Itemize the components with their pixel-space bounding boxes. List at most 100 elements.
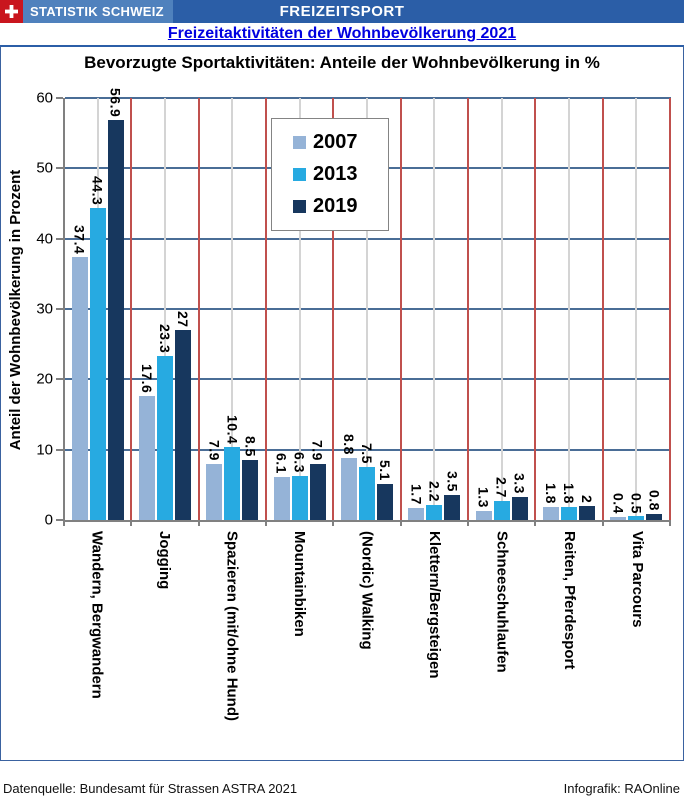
bar-2013: 23.3 xyxy=(156,324,173,520)
category-label: Reiten, Pferdesport xyxy=(561,531,579,670)
bar-group: 0.4 0.5 0.8 xyxy=(604,98,669,520)
category-label: Wandern, Bergwandern xyxy=(88,531,106,699)
bar-value-label: 3.3 xyxy=(511,472,528,494)
x-axis-tick xyxy=(601,520,604,526)
logo-label: STATISTIK SCHWEIZ xyxy=(23,0,173,23)
category-label-cell: Vita Parcours xyxy=(604,522,672,760)
bar-2013: 6.3 xyxy=(291,452,308,520)
category-label: Schneeschuhlaufen xyxy=(493,531,511,673)
bar-2013: 1.8 xyxy=(560,483,577,520)
y-axis-title: Anteil der Wohnbevölkerung in Prozent xyxy=(7,169,24,451)
bar-value-label: 27 xyxy=(174,310,191,328)
x-axis-tick xyxy=(130,520,133,526)
minor-gridline xyxy=(567,98,570,520)
bar-group: 17.6 23.3 27 xyxy=(132,98,197,520)
legend-item-2013: 2013 xyxy=(293,164,388,185)
bar-2007: 6.1 xyxy=(273,453,290,520)
y-gridline xyxy=(65,378,671,381)
bar-value-label: 0.8 xyxy=(646,490,663,512)
bar-2019: 7.9 xyxy=(309,440,326,520)
bar-value-label: 17.6 xyxy=(138,363,155,394)
bar-2013: 44.3 xyxy=(89,176,106,520)
bar-value-label: 1.8 xyxy=(542,483,559,505)
bar-value-label: 6.1 xyxy=(273,453,290,475)
category-cell: 1.3 2.7 3.3 xyxy=(469,98,537,526)
legend-label: 2007 xyxy=(313,131,358,153)
y-tick-label: 20 xyxy=(36,370,53,388)
bar-2007: 8.8 xyxy=(340,434,357,520)
bar-2019: 56.9 xyxy=(107,88,124,520)
subtitle-link[interactable]: Freizeitaktivitäten der Wohnbevölkerung … xyxy=(167,25,517,42)
bar-value-label: 5.1 xyxy=(376,460,393,482)
minor-gridline xyxy=(500,98,503,520)
category-label: Vita Parcours xyxy=(628,531,646,628)
category-label-cell: (Nordic) Walking xyxy=(333,522,401,760)
legend-item-2007: 2007 xyxy=(293,132,388,153)
infographic-credit: Infografik: RAOnline xyxy=(563,781,680,796)
y-gridline xyxy=(65,237,671,240)
bar-group: 1.3 2.7 3.3 xyxy=(469,98,534,520)
category-label: Klettern/Bergsteigen xyxy=(426,531,444,679)
bar-value-label: 2 xyxy=(578,494,595,503)
x-axis-tick xyxy=(63,520,65,526)
bar-2019: 2 xyxy=(578,495,595,520)
bar-value-label: 1.7 xyxy=(408,484,425,506)
subtitle-row: Freizeitaktivitäten der Wohnbevölkerung … xyxy=(0,23,684,45)
category-label-cell: Wandern, Bergwandern xyxy=(63,522,131,760)
bar-value-label: 44.3 xyxy=(89,176,106,206)
bar-value-label: 10.4 xyxy=(224,414,241,444)
bar-2019: 0.8 xyxy=(646,490,663,520)
category-cell: 37.4 44.3 56.9 xyxy=(65,88,133,526)
bar-value-label: 1.3 xyxy=(475,486,492,508)
bar-2019: 8.5 xyxy=(242,436,259,520)
category-cell: 1.8 1.8 2 xyxy=(536,98,604,526)
bar-group: 8.8 7.5 5.1 xyxy=(334,98,399,520)
legend-label: 2019 xyxy=(313,195,358,217)
category-cell: 7.9 10.4 8.5 xyxy=(200,98,267,526)
minor-gridline xyxy=(365,98,368,520)
category-cell: 1.7 2.2 3.5 xyxy=(402,98,469,526)
category-cell: 8.8 7.5 5.1 xyxy=(334,98,402,526)
swiss-cross-icon xyxy=(0,0,23,23)
bar-value-label: 7.9 xyxy=(206,440,223,462)
x-axis-tick xyxy=(668,520,671,526)
plot-area: 0 10 20 30 40 50 60 37.4 44.3 56.9 17.6 23.3 27 7.9 1… xyxy=(36,88,671,528)
y-gridline xyxy=(65,97,671,99)
y-tick-label: 30 xyxy=(36,300,53,318)
chart-container: Bevorzugte Sportaktivitäten: Anteile der… xyxy=(0,45,684,761)
bar-2013: 2.2 xyxy=(426,481,443,520)
y-axis-tick xyxy=(56,308,63,310)
bar-2007: 1.3 xyxy=(475,487,492,520)
bar-value-label: 8.5 xyxy=(242,436,259,458)
minor-gridline xyxy=(433,98,436,520)
minor-gridline xyxy=(231,98,234,520)
bar-2019: 5.1 xyxy=(376,460,393,520)
category-label-cell: Mountainbiken xyxy=(266,522,334,760)
category-label: Jogging xyxy=(155,531,173,590)
bar-2007: 0.4 xyxy=(610,493,627,520)
y-gridline xyxy=(65,448,671,451)
bar-value-label: 37.4 xyxy=(71,224,88,254)
bar-2013: 7.5 xyxy=(358,443,375,520)
bar-value-label: 6.3 xyxy=(291,451,308,473)
y-tick-label: 50 xyxy=(36,159,53,177)
x-axis-tick xyxy=(534,520,537,526)
category-cell: 6.1 6.3 7.9 xyxy=(267,98,335,526)
bar-2019: 27 xyxy=(174,311,191,520)
y-axis-tick xyxy=(56,378,63,381)
y-tick-label: 0 xyxy=(44,511,53,529)
x-axis-tick xyxy=(466,520,469,526)
bar-value-label: 3.5 xyxy=(444,471,461,493)
top-header-bar: STATISTIK SCHWEIZ FREIZEITSPORT xyxy=(0,0,684,23)
bar-value-label: 0.5 xyxy=(628,492,645,514)
page-title: FREIZEITSPORT xyxy=(279,3,405,20)
bar-2007: 7.9 xyxy=(206,440,223,520)
minor-gridline xyxy=(635,98,638,520)
plot-wrapper: Anteil der Wohnbevölkerung in Prozent 0 1… xyxy=(7,88,671,528)
y-tick-label: 60 xyxy=(36,89,53,107)
category-cell: 17.6 23.3 27 xyxy=(132,98,200,526)
category-label: (Nordic) Walking xyxy=(358,531,376,650)
bar-value-label: 7.9 xyxy=(309,440,326,462)
bar-value-label: 8.8 xyxy=(340,434,357,456)
legend-label: 2013 xyxy=(313,163,358,185)
